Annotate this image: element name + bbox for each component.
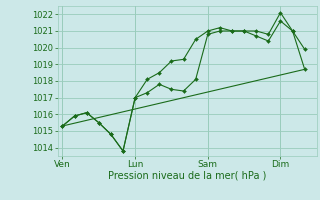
X-axis label: Pression niveau de la mer( hPa ): Pression niveau de la mer( hPa ) <box>108 171 266 181</box>
